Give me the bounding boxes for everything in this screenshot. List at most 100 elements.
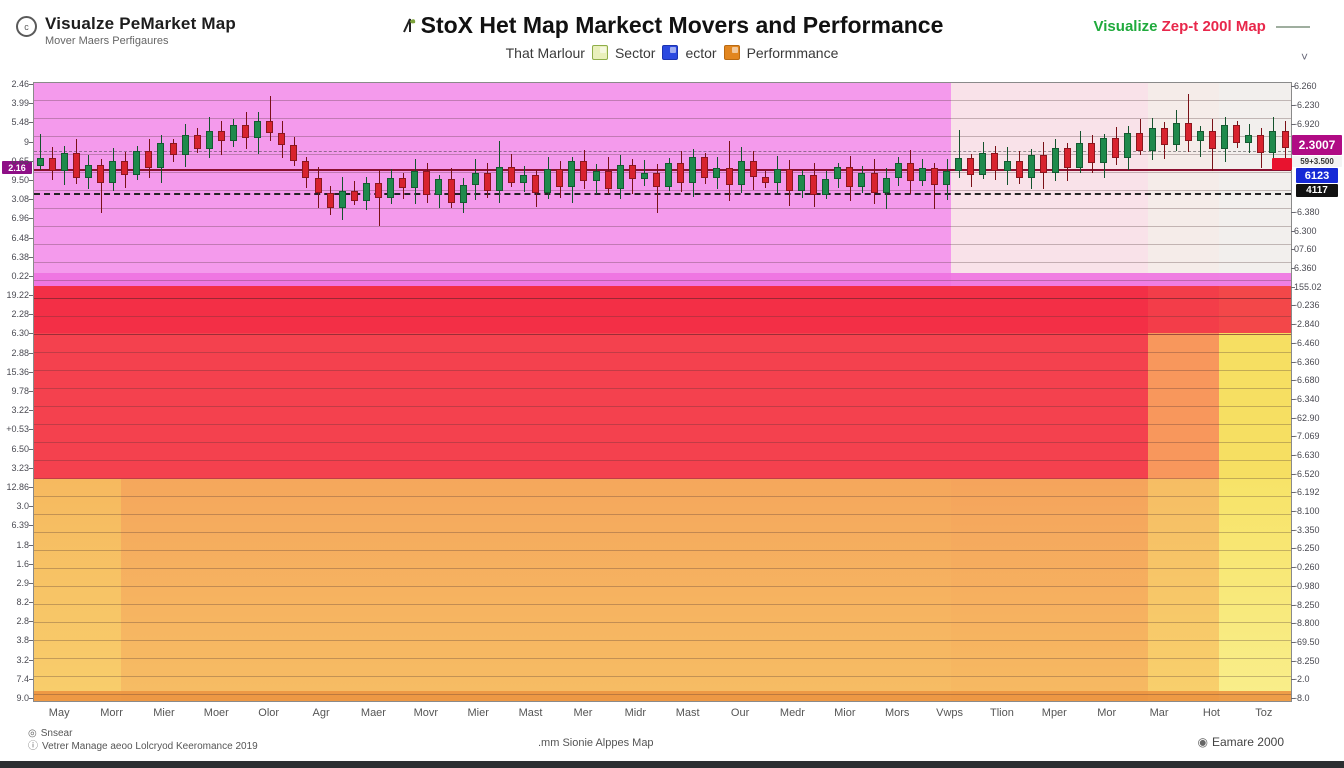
- candle-wick: [1200, 126, 1202, 157]
- axis-tick-label: -62.90: [1294, 412, 1320, 423]
- axis-tick: [1291, 286, 1295, 288]
- logo-title: Visualze PeMarket Map: [45, 14, 236, 33]
- candle: [36, 158, 44, 166]
- axis-tick: [1291, 604, 1295, 606]
- candle: [326, 193, 334, 208]
- legend-prefix: That Marlour: [505, 44, 585, 61]
- axis-tick-label: 6.96: [11, 213, 29, 224]
- candle: [604, 171, 612, 189]
- candle: [967, 158, 975, 175]
- heatmap-cell: [1219, 83, 1291, 286]
- candle: [640, 173, 648, 179]
- x-axis-label: Agr: [312, 707, 330, 719]
- axis-tick-label: 3.08: [11, 194, 29, 205]
- axis-tick-label: -6.360: [1294, 356, 1320, 367]
- candle: [375, 183, 382, 198]
- axis-tick: [29, 295, 33, 297]
- axis-tick-label: -0.236: [1294, 300, 1320, 311]
- x-axis-label: Vwps: [936, 707, 964, 719]
- axis-tick: [29, 544, 33, 546]
- axis-tick-label: 1.8: [16, 539, 29, 550]
- candle-wick: [100, 159, 102, 213]
- axis-tick: [1291, 567, 1295, 569]
- axis-tick: [1291, 380, 1295, 382]
- x-axis-label: Mar: [1149, 707, 1169, 719]
- candle: [507, 167, 515, 183]
- axis-tick: [1291, 698, 1295, 699]
- candle: [1269, 131, 1277, 153]
- info-circle-icon: ◎: [28, 728, 37, 739]
- chevron-down-icon[interactable]: ˅: [1300, 50, 1308, 64]
- axis-tick: [1291, 105, 1295, 106]
- x-axis-label: Mast: [675, 707, 700, 719]
- axis-tick-label: 1.6: [16, 558, 29, 569]
- axis-tick: [1291, 623, 1295, 625]
- axis-tick-label: -6.380: [1294, 207, 1320, 217]
- reference-line: [34, 169, 1291, 171]
- candle: [906, 163, 914, 181]
- candle: [1196, 131, 1204, 141]
- candle: [483, 173, 491, 191]
- axis-tick: [29, 256, 33, 258]
- axis-tick: [29, 333, 33, 335]
- candle: [532, 175, 540, 193]
- candle: [580, 161, 588, 181]
- axis-tick: [1291, 361, 1295, 363]
- candle: [1281, 131, 1289, 148]
- candle: [229, 125, 237, 141]
- x-axis-label: Mast: [518, 707, 543, 719]
- candle: [955, 158, 963, 171]
- price-heatmap-chart[interactable]: [33, 82, 1292, 702]
- map-switcher[interactable]: Visualize Zep-t 200l Map: [1094, 18, 1310, 35]
- axis-tick: [1291, 305, 1295, 307]
- candle: [1208, 131, 1216, 149]
- ector-legend-icon: [662, 45, 679, 60]
- axis-tick: [29, 371, 33, 373]
- axis-tick-label: 6.300: [1294, 225, 1317, 236]
- axis-tick-label: 0.22: [11, 270, 29, 281]
- axis-tick: [29, 467, 33, 469]
- footer-brand: Eamare 2000: [1211, 735, 1284, 749]
- x-axis-label: Tlion: [990, 707, 1014, 719]
- axis-tick: [29, 237, 33, 239]
- heatmap-cell: [121, 479, 951, 701]
- candle: [798, 175, 805, 191]
- candle-wick: [934, 163, 936, 209]
- axis-tick: [1291, 249, 1295, 251]
- axis-tick-label: 6.39: [11, 520, 29, 531]
- axis-tick: [1291, 548, 1295, 550]
- reference-line: [34, 151, 1291, 152]
- candle: [242, 125, 249, 138]
- axis-tick-label: 6.30: [11, 328, 29, 339]
- candle: [435, 179, 443, 195]
- candle: [169, 143, 177, 155]
- candle: [1039, 155, 1047, 173]
- candle: [991, 153, 999, 171]
- candle: [1160, 128, 1168, 145]
- candle: [930, 168, 938, 185]
- heatmap-cell: [951, 83, 1148, 286]
- candle: [72, 153, 80, 178]
- app-logo[interactable]: c Visualze PeMarket Map Mover Maers Perf…: [16, 14, 236, 47]
- axis-tick-label: 19.22: [6, 290, 29, 301]
- candle: [894, 163, 902, 178]
- axis-tick-label: -7.069: [1294, 431, 1320, 442]
- candle: [1051, 148, 1059, 173]
- candle: [810, 175, 818, 195]
- alert-circle-icon: ⓘ: [28, 741, 38, 752]
- candle: [121, 161, 129, 175]
- candle: [785, 169, 793, 191]
- axis-tick-label: 3.0: [16, 501, 29, 512]
- candle: [834, 167, 842, 179]
- x-axis-label: Mier: [467, 707, 489, 719]
- axis-tick: [29, 582, 33, 584]
- candle: [97, 165, 104, 183]
- candle: [459, 185, 467, 203]
- axis-tick: [1291, 641, 1295, 643]
- axis-tick-label: 3.23: [11, 462, 29, 473]
- footer-center: .mm Sionie Alppes Map: [538, 737, 654, 749]
- axis-tick: [1291, 398, 1295, 400]
- reference-line: [34, 298, 1291, 299]
- axis-tick: [29, 199, 33, 201]
- axis-tick-label: 9.50: [11, 174, 29, 185]
